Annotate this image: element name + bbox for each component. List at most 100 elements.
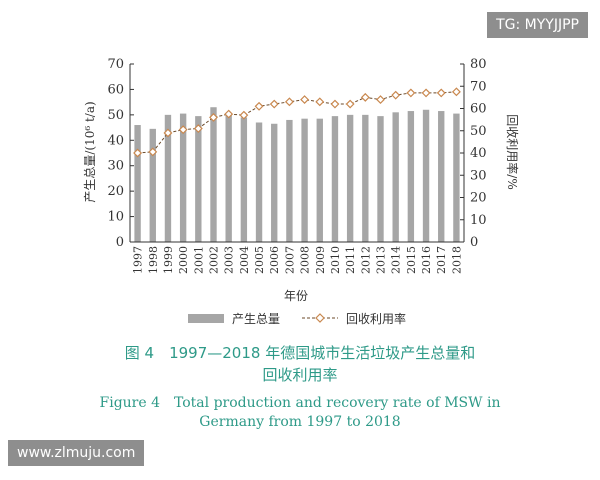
x-tick-label: 2011 bbox=[344, 246, 357, 274]
recovery-point-2000 bbox=[178, 125, 188, 135]
bar-2003 bbox=[225, 113, 232, 242]
recovery-point-2002 bbox=[209, 112, 218, 122]
figure-caption-en-line1: Figure 4 Total production and recovery r… bbox=[99, 395, 501, 411]
bar-2010 bbox=[331, 116, 339, 242]
y-tick-label: 50 bbox=[107, 108, 124, 123]
bar-2005 bbox=[255, 122, 263, 242]
recovery-rate-line bbox=[137, 91, 457, 154]
recovery-point-2001 bbox=[193, 124, 203, 133]
y-axis-title: 产生总量/(10⁶ t/a) bbox=[83, 101, 97, 202]
y-tick-label: 0 bbox=[116, 235, 124, 250]
x-tick-label: 2007 bbox=[283, 246, 296, 274]
recovery-point-2012 bbox=[360, 92, 370, 102]
bar-2016 bbox=[422, 109, 430, 243]
bar-2011 bbox=[346, 114, 354, 242]
bar-1999 bbox=[164, 114, 172, 242]
figure-caption-cn-line2: 回收利用率 bbox=[262, 366, 338, 384]
bar-2009 bbox=[316, 118, 323, 242]
x-tick-label: 2002 bbox=[208, 246, 221, 274]
watermark-bottom-left: www.zlmuju.com bbox=[8, 440, 145, 466]
bar-2013 bbox=[377, 116, 384, 242]
y2-tick-label: 10 bbox=[470, 213, 487, 228]
bar-2002 bbox=[210, 107, 217, 242]
recovery-point-2004 bbox=[239, 110, 249, 120]
bar-2004 bbox=[240, 117, 248, 242]
x-tick-label: 1997 bbox=[132, 246, 145, 274]
y-tick-label: 20 bbox=[107, 184, 124, 199]
bar-2001 bbox=[195, 116, 202, 242]
x-tick-label: 2015 bbox=[405, 246, 418, 274]
x-tick-label: 2017 bbox=[435, 246, 448, 274]
bar-2006 bbox=[271, 123, 278, 242]
x-tick-label: 2006 bbox=[268, 246, 281, 274]
watermark-top-right: TG: MYYJJPP bbox=[487, 12, 588, 38]
recovery-point-2017 bbox=[436, 88, 446, 98]
y2-tick-label: 40 bbox=[470, 146, 487, 161]
recovery-point-2009 bbox=[315, 97, 325, 107]
recovery-point-2003 bbox=[224, 109, 234, 119]
bar-2015 bbox=[407, 111, 415, 243]
y2-tick-label: 80 bbox=[470, 57, 487, 72]
y-tick-label: 30 bbox=[107, 159, 124, 174]
recovery-point-2013 bbox=[376, 95, 385, 105]
legend: 产生总量 回收利用率 bbox=[188, 311, 406, 326]
x-tick-label: 2003 bbox=[223, 246, 236, 274]
recovery-point-2016 bbox=[421, 88, 431, 98]
bar-2007 bbox=[286, 119, 293, 242]
bar-2017 bbox=[438, 111, 445, 243]
y2-tick-label: 60 bbox=[470, 102, 487, 117]
recovery-point-2011 bbox=[345, 99, 355, 109]
recovery-point-2008 bbox=[300, 95, 310, 105]
bar-1997 bbox=[134, 125, 141, 242]
x-tick-label: 2009 bbox=[314, 246, 327, 274]
recovery-point-2007 bbox=[284, 97, 294, 107]
recovery-point-1999 bbox=[163, 128, 173, 138]
recovery-point-2010 bbox=[330, 99, 340, 109]
line-layer bbox=[133, 87, 461, 158]
x-tick-label: 2010 bbox=[329, 246, 342, 274]
y-tick-label: 10 bbox=[107, 210, 124, 225]
recovery-point-2006 bbox=[269, 99, 279, 109]
recovery-point-1997 bbox=[133, 148, 143, 158]
x-tick-label: 2000 bbox=[177, 246, 190, 274]
y2-ticks-layer: 0 10 20 30 40 50 60 70 80 bbox=[460, 57, 487, 250]
recovery-point-2015 bbox=[406, 88, 416, 98]
recovery-point-2005 bbox=[254, 101, 264, 111]
x-tick-label: 2005 bbox=[253, 246, 266, 274]
x-tick-label: 2018 bbox=[450, 246, 463, 274]
y2-tick-label: 30 bbox=[470, 168, 487, 183]
x-tick-label: 2016 bbox=[420, 246, 433, 274]
y2-tick-label: 20 bbox=[470, 191, 487, 206]
x-ticks-layer: 1997 1998 1999 2000 2001 2002 2003 2004 2005 2006… bbox=[132, 246, 464, 274]
legend-bar-label: 产生总量 bbox=[232, 312, 280, 326]
x-tick-label: 2008 bbox=[299, 246, 312, 274]
bars-layer bbox=[134, 107, 460, 243]
bar-2018 bbox=[453, 113, 460, 242]
y2-tick-label: 50 bbox=[470, 124, 487, 139]
x-tick-label: 2013 bbox=[375, 246, 388, 274]
recovery-point-2018 bbox=[451, 87, 461, 97]
x-tick-label: 2012 bbox=[359, 246, 372, 274]
x-tick-label: 2004 bbox=[238, 246, 251, 274]
bar-2014 bbox=[392, 112, 399, 242]
y2-tick-label: 0 bbox=[470, 235, 478, 250]
bar-2000 bbox=[179, 113, 187, 242]
y2-axis-title: 回收利用率/% bbox=[505, 114, 520, 189]
x-axis-title: 年份 bbox=[284, 289, 308, 303]
y2-tick-label: 70 bbox=[470, 79, 487, 94]
legend-line-marker bbox=[315, 313, 325, 323]
recovery-point-1998 bbox=[148, 147, 158, 157]
x-tick-label: 1999 bbox=[162, 246, 175, 274]
x-tick-label: 2001 bbox=[192, 246, 205, 274]
x-tick-label: 1998 bbox=[147, 246, 160, 274]
recovery-point-2014 bbox=[391, 90, 401, 100]
figure-caption-cn-line1: 图 4 1997—2018 年德国城市生活垃圾产生总量和 bbox=[124, 344, 476, 362]
y-tick-label: 70 bbox=[107, 57, 124, 72]
legend-bar-swatch bbox=[188, 314, 224, 323]
x-tick-label: 2014 bbox=[390, 246, 403, 274]
y-ticks-layer: 0 10 20 30 40 50 60 70 bbox=[107, 57, 134, 250]
bar-1998 bbox=[149, 128, 156, 242]
legend-line-label: 回收利用率 bbox=[346, 311, 406, 326]
bar-2012 bbox=[362, 114, 369, 242]
